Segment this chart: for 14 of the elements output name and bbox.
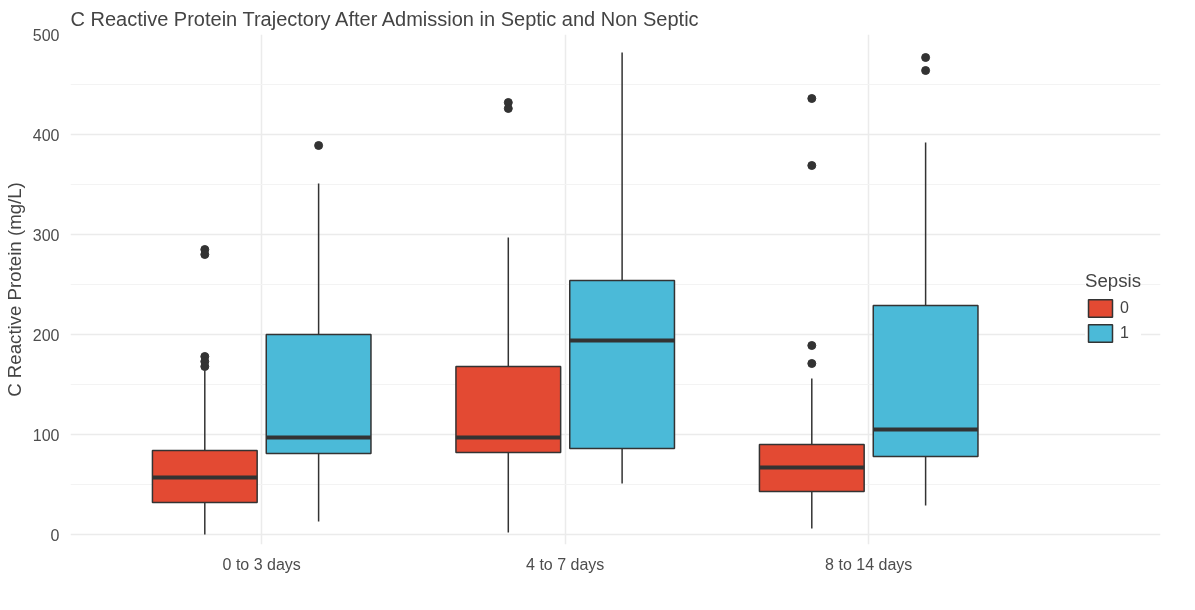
y-tick-label: 0 xyxy=(50,526,60,544)
y-tick-label: 100 xyxy=(32,426,60,444)
y-tick-label: 400 xyxy=(32,126,60,144)
x-tick-label: 4 to 7 days xyxy=(526,555,605,573)
x-tick-label: 0 to 3 days xyxy=(222,555,301,573)
chart-title: C Reactive Protein Trajectory After Admission in Septic and Non Septic xyxy=(70,7,699,30)
legend-title: Sepsis xyxy=(1085,270,1141,292)
y-axis-title: C Reactive Protein (mg/L) xyxy=(3,182,25,397)
y-tick-label: 500 xyxy=(32,26,60,44)
legend-label: 1 xyxy=(1120,324,1130,342)
legend-label: 0 xyxy=(1120,299,1130,317)
y-tick-label: 300 xyxy=(32,226,60,244)
x-tick-label: 8 to 14 days xyxy=(825,555,913,573)
y-tick-label: 200 xyxy=(32,326,60,344)
